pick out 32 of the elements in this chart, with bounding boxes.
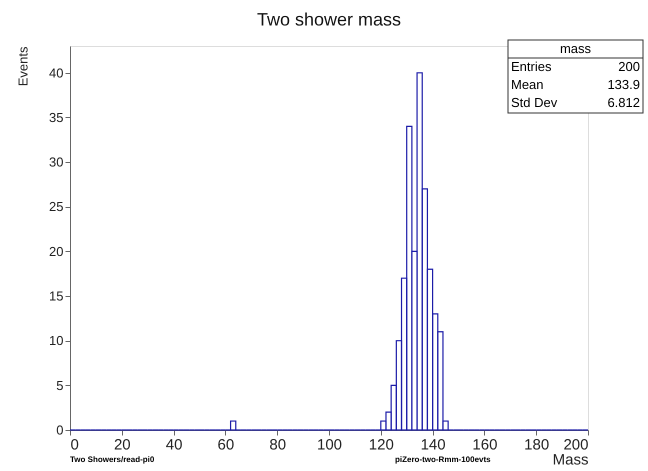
y-tick-label: 0 <box>56 422 64 438</box>
y-tick-label: 20 <box>49 244 64 259</box>
text: piZero-two-Rmm-100evts <box>395 455 492 464</box>
x-tick-label: 20 <box>114 436 131 454</box>
x-tick-label: 180 <box>524 436 550 454</box>
annotation: Entries <box>511 59 552 74</box>
x-tick-label: 200 <box>563 436 588 454</box>
x-tick-label: 120 <box>368 436 394 454</box>
annotation: Mean <box>511 77 544 92</box>
x-tick-label: 140 <box>420 436 446 454</box>
y-tick-label: 5 <box>56 378 64 393</box>
y-axis-title: Events <box>16 46 30 86</box>
x-axis-title: Mass <box>552 452 588 468</box>
x-tick-label: 0 <box>70 436 79 454</box>
x-tick-label: 60 <box>218 436 234 454</box>
y-tick-label: 40 <box>49 65 64 80</box>
x-tick-label: 80 <box>269 436 286 454</box>
y-tick-label: 10 <box>49 333 64 348</box>
y-tick-label: 35 <box>49 110 64 125</box>
y-tick-label: 30 <box>49 154 64 170</box>
text: Two Showers/read-pi0 <box>70 455 155 464</box>
x-tick-label: 40 <box>166 436 182 454</box>
x-tick-label: 160 <box>472 436 498 454</box>
x-tick-label: 100 <box>316 436 342 454</box>
y-tick-label: 25 <box>49 199 64 214</box>
y-tick-label: 15 <box>49 288 64 304</box>
text: 6.812 <box>607 95 640 110</box>
annotation: mass <box>560 41 592 56</box>
text: 133.9 <box>607 77 640 92</box>
text: 200 <box>618 59 640 74</box>
chart-title: Two shower mass <box>256 10 402 30</box>
annotation: Std Dev <box>511 95 558 110</box>
